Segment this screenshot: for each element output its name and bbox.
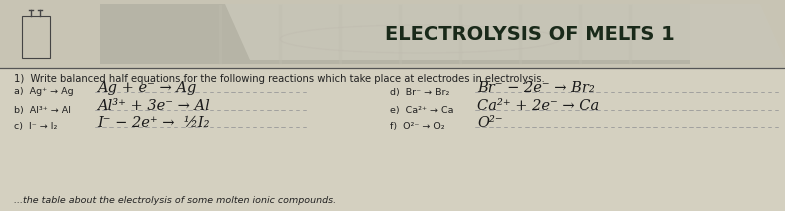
Text: ELECTROLYSIS OF MELTS 1: ELECTROLYSIS OF MELTS 1 (385, 24, 675, 43)
Bar (100, 4, 690, 64)
Bar (0, 0, 785, 68)
Text: 1)  Write balanced half equations for the following reactions which take place a: 1) Write balanced half equations for the… (14, 74, 545, 84)
Text: d)  Br⁻ → Br₂: d) Br⁻ → Br₂ (390, 88, 449, 96)
Text: c)  I⁻ → I₂: c) I⁻ → I₂ (14, 123, 57, 131)
Text: Ca²⁺ + 2e⁻ → Ca: Ca²⁺ + 2e⁻ → Ca (477, 99, 599, 113)
Bar (22, 16, 50, 58)
Text: Ag + e⁻ → Ag: Ag + e⁻ → Ag (97, 81, 196, 95)
Text: Al³⁺ + 3e⁻ → Al: Al³⁺ + 3e⁻ → Al (97, 99, 210, 113)
Text: I⁻ − 2e⁺ →  ½I₂: I⁻ − 2e⁺ → ½I₂ (97, 116, 210, 130)
Text: Br⁻ − 2e⁻ → Br₂: Br⁻ − 2e⁻ → Br₂ (477, 81, 595, 95)
Text: b)  Al³⁺ → Al: b) Al³⁺ → Al (14, 106, 71, 115)
Text: f)  O²⁻ → O₂: f) O²⁻ → O₂ (390, 123, 444, 131)
Text: O²⁻: O²⁻ (477, 116, 502, 130)
Polygon shape (225, 4, 785, 60)
Text: e)  Ca²⁺ → Ca: e) Ca²⁺ → Ca (390, 106, 454, 115)
Text: a)  Ag⁺ → Ag: a) Ag⁺ → Ag (14, 88, 74, 96)
Text: ...the table about the electrolysis of some molten ionic compounds.: ...the table about the electrolysis of s… (14, 196, 336, 205)
